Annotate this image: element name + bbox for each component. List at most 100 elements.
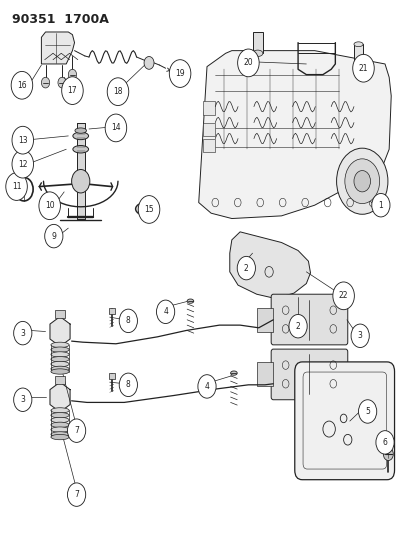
Circle shape [353,171,370,192]
Text: 9: 9 [51,232,56,240]
Text: 11: 11 [12,182,21,191]
Text: 2: 2 [243,264,248,272]
Circle shape [41,77,50,88]
Circle shape [11,71,33,99]
Bar [202,123,215,136]
Ellipse shape [51,432,69,437]
Polygon shape [256,362,273,386]
Polygon shape [256,308,273,332]
Ellipse shape [73,132,88,140]
Text: 3: 3 [20,329,25,337]
Circle shape [358,400,376,423]
Text: 12: 12 [18,160,27,168]
Text: 8: 8 [126,381,131,389]
Text: 1: 1 [377,201,382,209]
Text: 4: 4 [163,308,168,316]
Ellipse shape [51,408,69,413]
Circle shape [6,173,27,200]
Circle shape [371,193,389,217]
Text: 13: 13 [18,136,28,144]
Text: 16: 16 [17,81,27,90]
Circle shape [237,49,259,77]
Circle shape [12,126,33,154]
Circle shape [68,69,76,80]
Ellipse shape [353,64,362,69]
Ellipse shape [51,357,69,362]
Text: 3: 3 [20,395,25,404]
Circle shape [336,148,387,214]
FancyBboxPatch shape [294,362,394,480]
Ellipse shape [51,369,69,374]
Polygon shape [198,51,390,219]
Text: 5: 5 [364,407,369,416]
Circle shape [67,419,85,442]
Ellipse shape [230,371,237,375]
Circle shape [12,150,33,178]
Circle shape [352,54,373,82]
Circle shape [197,375,216,398]
Circle shape [144,56,154,69]
Ellipse shape [187,299,193,303]
Ellipse shape [51,342,69,348]
Polygon shape [50,317,70,346]
FancyBboxPatch shape [271,349,347,400]
Circle shape [156,300,174,324]
Circle shape [14,388,32,411]
Text: 10: 10 [45,201,55,210]
Ellipse shape [51,422,69,427]
Text: 7: 7 [74,426,79,435]
Text: 8: 8 [126,317,131,325]
Circle shape [375,431,393,454]
Circle shape [344,159,379,204]
Ellipse shape [51,352,69,357]
Circle shape [14,321,32,345]
Ellipse shape [73,146,88,153]
Ellipse shape [252,50,262,56]
Ellipse shape [51,361,69,367]
Ellipse shape [51,434,69,440]
Text: 3: 3 [357,332,362,340]
Circle shape [45,224,63,248]
Text: 20: 20 [243,59,253,67]
Circle shape [119,373,137,397]
Text: 6: 6 [382,438,387,447]
Circle shape [71,169,90,193]
Ellipse shape [51,427,69,432]
Polygon shape [229,232,310,298]
Text: 7: 7 [74,490,79,499]
Polygon shape [50,382,70,412]
Circle shape [105,114,126,142]
Text: 2: 2 [295,322,300,330]
Circle shape [288,314,306,338]
Bar [202,101,215,115]
Text: 22: 22 [338,292,347,300]
Circle shape [58,77,66,88]
Circle shape [169,60,190,87]
Ellipse shape [51,347,69,352]
Ellipse shape [51,417,69,423]
Ellipse shape [51,413,69,418]
Circle shape [67,483,85,506]
Bar [76,123,85,219]
Bar [55,310,65,318]
Polygon shape [41,32,74,64]
Bar [55,376,65,384]
Bar [353,44,362,67]
Circle shape [119,309,137,333]
Circle shape [107,78,128,106]
Text: 15: 15 [144,205,154,214]
Circle shape [350,324,368,348]
Bar [202,139,215,152]
Circle shape [237,256,255,280]
Text: 14: 14 [111,124,121,132]
Bar [109,308,114,314]
Ellipse shape [51,366,69,372]
Text: 19: 19 [175,69,185,78]
Bar [252,32,262,53]
Ellipse shape [75,128,86,133]
Text: 90351  1700A: 90351 1700A [12,13,109,26]
Text: 17: 17 [67,86,77,95]
Bar [109,373,114,379]
Circle shape [382,448,392,461]
Ellipse shape [135,203,158,216]
